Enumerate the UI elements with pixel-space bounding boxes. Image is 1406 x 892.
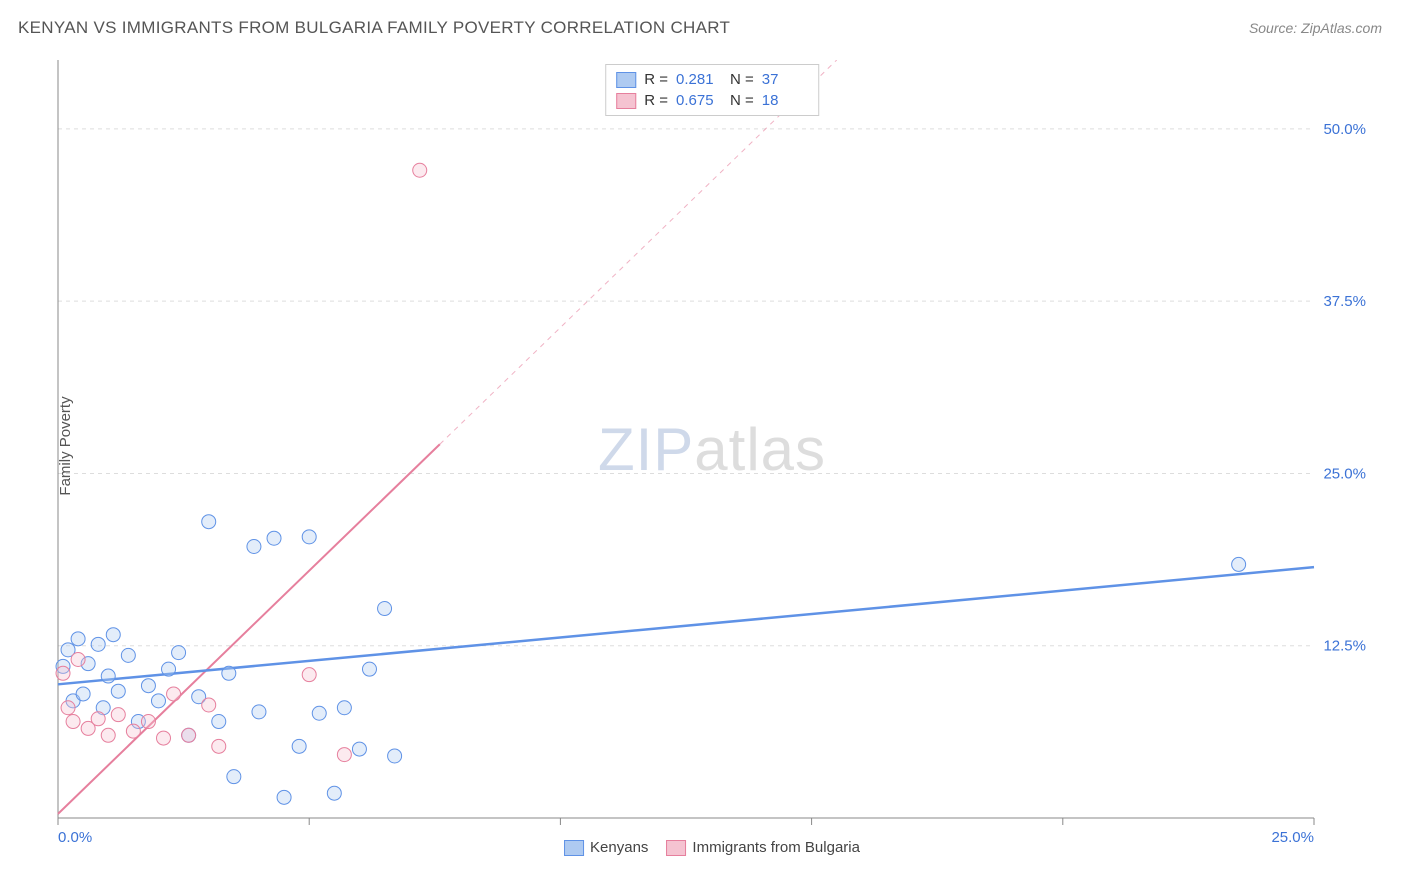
legend-r-value-1: 0.675 xyxy=(676,92,722,109)
legend-item-0: Kenyans xyxy=(564,839,648,856)
legend-label-0: Kenyans xyxy=(590,839,648,856)
legend-r-label: R = xyxy=(644,92,668,109)
legend-swatch-1 xyxy=(616,93,636,109)
chart-header: KENYAN VS IMMIGRANTS FROM BULGARIA FAMIL… xyxy=(0,0,1406,46)
svg-text:25.0%: 25.0% xyxy=(1271,829,1314,846)
chart-title: KENYAN VS IMMIGRANTS FROM BULGARIA FAMIL… xyxy=(18,18,730,38)
legend-n-label: N = xyxy=(730,92,754,109)
legend-r-label: R = xyxy=(644,71,668,88)
legend-swatch-0 xyxy=(616,72,636,88)
legend-label-1: Immigrants from Bulgaria xyxy=(692,839,860,856)
chart-area: ZIPatlas 12.5%25.0%37.5%50.0%0.0%25.0% R… xyxy=(52,60,1372,850)
legend-stats-box: R = 0.281 N = 37 R = 0.675 N = 18 xyxy=(605,64,819,116)
scatter-plot: 12.5% 25.0% 37.5% 50.0% 0.0% 25.0% xyxy=(52,60,1372,850)
legend-n-value-0: 37 xyxy=(762,71,808,88)
svg-text:12.5%: 12.5% xyxy=(1323,638,1366,655)
chart-source: Source: ZipAtlas.com xyxy=(1249,20,1382,36)
legend-stats-row-0: R = 0.281 N = 37 xyxy=(616,69,808,90)
svg-text:50.0%: 50.0% xyxy=(1323,121,1366,138)
svg-text:25.0%: 25.0% xyxy=(1323,465,1366,482)
svg-text:37.5%: 37.5% xyxy=(1323,293,1366,310)
legend-series-box: Kenyans Immigrants from Bulgaria xyxy=(564,839,860,856)
legend-swatch-b0 xyxy=(564,840,584,856)
legend-r-value-0: 0.281 xyxy=(676,71,722,88)
legend-swatch-b1 xyxy=(666,840,686,856)
legend-n-label: N = xyxy=(730,71,754,88)
svg-text:0.0%: 0.0% xyxy=(58,829,92,846)
legend-stats-row-1: R = 0.675 N = 18 xyxy=(616,90,808,111)
legend-item-1: Immigrants from Bulgaria xyxy=(666,839,860,856)
legend-n-value-1: 18 xyxy=(762,92,808,109)
